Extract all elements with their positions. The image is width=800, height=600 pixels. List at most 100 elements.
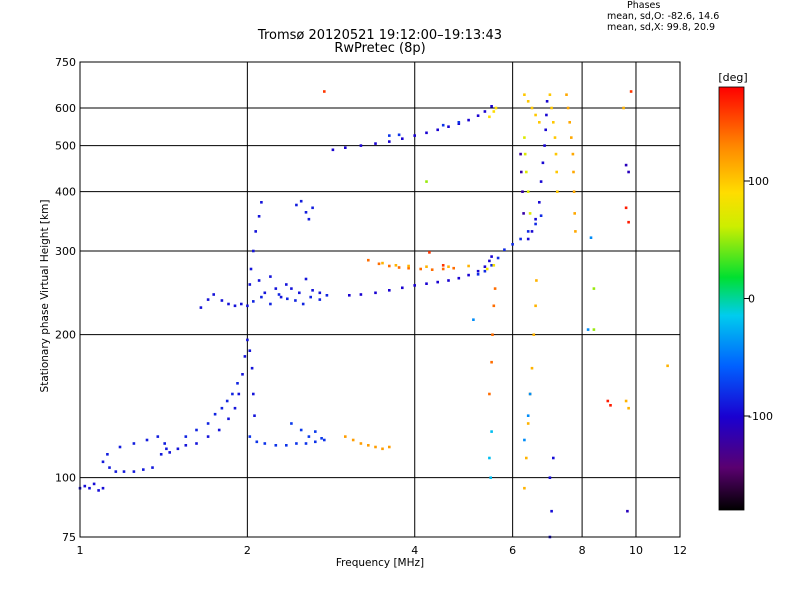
data-point — [295, 203, 298, 207]
data-point — [490, 430, 493, 433]
data-point — [351, 438, 355, 442]
data-point — [344, 435, 347, 438]
data-point — [413, 284, 416, 287]
data-point — [260, 201, 263, 204]
data-point — [545, 113, 548, 117]
data-point — [285, 444, 288, 447]
data-point — [492, 110, 496, 113]
data-point — [176, 447, 180, 451]
data-point — [425, 265, 428, 268]
data-point — [257, 279, 261, 282]
data-point — [568, 121, 571, 124]
data-point — [550, 106, 553, 110]
data-point — [249, 267, 253, 271]
data-point — [592, 287, 596, 290]
data-point — [252, 392, 255, 396]
data-point — [250, 366, 254, 370]
data-point — [97, 489, 100, 492]
data-point — [367, 258, 370, 262]
data-point — [359, 442, 363, 445]
chart-title: Tromsø 20120521 19:12:00–19:13:43 — [257, 28, 503, 43]
data-point — [629, 90, 633, 93]
data-point — [525, 170, 528, 174]
data-point — [295, 442, 298, 445]
data-point — [550, 509, 553, 513]
data-point — [381, 447, 384, 451]
y-axis-ticks: 75 100 200 300 400 500 600 750 — [55, 56, 76, 544]
data-point — [609, 404, 612, 407]
data-point — [606, 399, 610, 403]
data-point — [394, 264, 398, 267]
x-tick-label: 10 — [629, 544, 643, 557]
data-point — [260, 295, 263, 299]
data-point — [552, 456, 555, 460]
data-point — [592, 328, 596, 331]
data-point — [553, 136, 557, 139]
data-point — [521, 190, 524, 193]
data-point — [467, 273, 470, 277]
data-point — [206, 435, 210, 438]
data-point — [626, 509, 629, 513]
data-point — [519, 152, 522, 156]
data-point — [523, 152, 527, 156]
data-point — [246, 304, 249, 308]
x-tick-label: 6 — [509, 544, 516, 557]
data-point — [274, 287, 278, 290]
data-point — [441, 264, 445, 267]
y-tick-label: 500 — [55, 140, 76, 153]
data-point — [523, 136, 526, 139]
data-point — [544, 128, 547, 132]
data-point — [447, 125, 450, 128]
data-point — [490, 360, 493, 364]
data-point — [184, 435, 188, 438]
data-point — [436, 128, 439, 132]
data-points — [78, 90, 669, 539]
x-tick-label: 12 — [673, 544, 687, 557]
data-point — [195, 442, 198, 445]
data-point — [441, 267, 445, 271]
y-tick-label: 750 — [55, 56, 76, 69]
data-point — [627, 170, 630, 174]
phases-line-o: mean, sd,O: -82.6, 14.6 — [607, 11, 720, 22]
data-point — [318, 291, 322, 295]
data-point — [476, 114, 480, 117]
data-point — [428, 251, 431, 254]
data-point — [101, 486, 105, 490]
data-point — [572, 190, 576, 193]
data-point — [290, 287, 293, 290]
y-tick-label: 100 — [55, 472, 76, 485]
data-point — [483, 269, 487, 273]
data-point — [407, 264, 410, 268]
x-tick-label: 2 — [244, 544, 251, 557]
data-point — [299, 199, 303, 203]
data-point — [348, 294, 351, 297]
data-point — [309, 295, 312, 299]
data-point — [269, 275, 272, 278]
data-point — [220, 299, 224, 302]
data-point — [425, 282, 428, 285]
data-point — [503, 248, 506, 251]
data-point — [413, 134, 416, 137]
data-point — [307, 435, 311, 438]
data-point — [488, 456, 491, 460]
data-point — [388, 264, 391, 268]
data-point — [489, 476, 492, 479]
data-point — [566, 106, 570, 110]
data-point — [304, 442, 308, 445]
data-point — [151, 466, 154, 469]
data-point — [156, 435, 160, 438]
data-point — [237, 392, 241, 396]
data-point — [447, 279, 450, 282]
data-point — [199, 306, 203, 309]
data-point — [165, 447, 168, 451]
data-point — [241, 373, 244, 376]
data-point — [574, 230, 577, 233]
data-point — [488, 392, 491, 396]
data-point — [624, 399, 628, 403]
data-point — [483, 265, 487, 268]
data-point — [532, 333, 536, 336]
colorbar-tick-label: -100 — [748, 410, 773, 423]
x-tick-label: 1 — [77, 544, 84, 557]
data-point — [163, 442, 166, 445]
data-point — [589, 236, 593, 239]
